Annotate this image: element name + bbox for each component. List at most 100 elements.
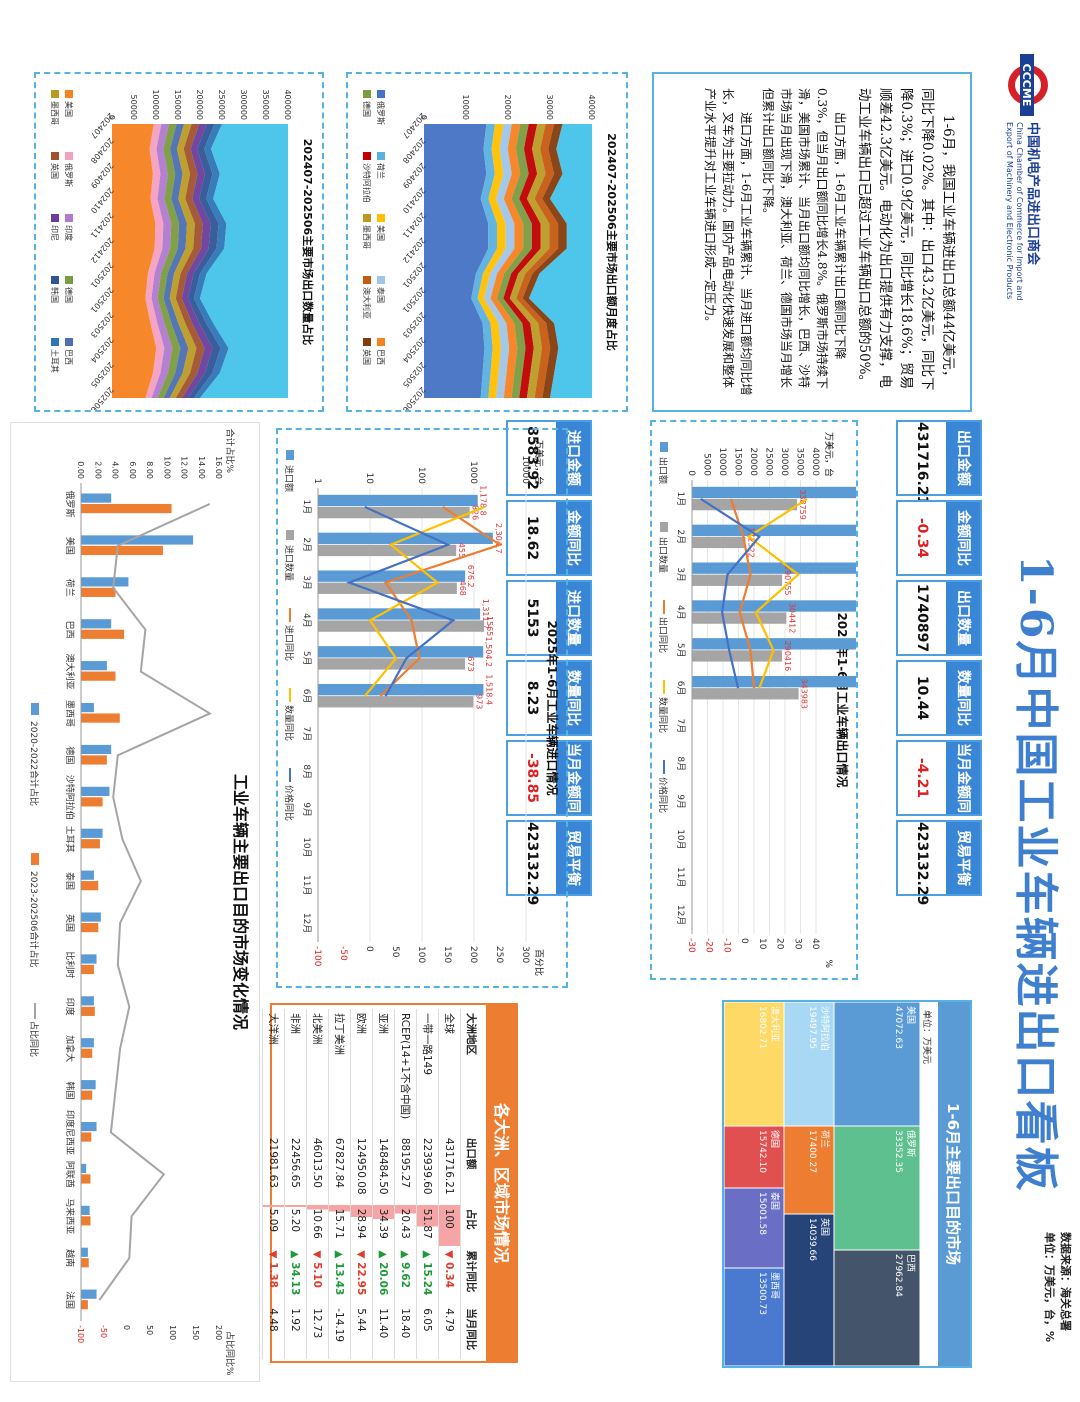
legend-label: 墨西哥 bbox=[362, 225, 371, 249]
bar-2023-202506合计占比 bbox=[81, 671, 116, 681]
table-cell: ▼ 5.10 bbox=[306, 1246, 329, 1305]
bar-2023-202506合计占比 bbox=[81, 503, 172, 514]
table-cell: RCEP(14+1不含中国) bbox=[394, 1009, 417, 1134]
legend-swatch bbox=[363, 338, 371, 346]
bar-2020-2022合计占比 bbox=[80, 1121, 97, 1132]
export-kpi-card: 当月金额同比 -4.21 bbox=[896, 740, 982, 816]
bar-2020-2022合计占比 bbox=[81, 1163, 87, 1174]
kpi-label: 贸易平衡 bbox=[946, 822, 980, 894]
bar-出口额 bbox=[691, 675, 937, 688]
bar-2020-2022合计占比 bbox=[81, 870, 94, 880]
treemap-cell-name: 沙特阿拉伯 bbox=[819, 1006, 831, 1051]
summary-panel: 1-6月，我国工业车辆进出口总额44亿美元，同比下降0.02%。其中：出口43.… bbox=[652, 72, 972, 412]
treemap-cell-value: 15742.10 bbox=[757, 1130, 767, 1173]
kpi-label: 金额同比 bbox=[946, 502, 980, 574]
y-tick-label: 14.00 bbox=[197, 456, 206, 479]
regions-table: 大洲地区 出口额 占比 累计同比 当月同比 全球 431716.21 100 ▼ 0.34 4.7… bbox=[262, 1009, 482, 1359]
bar-2020-2022合计占比 bbox=[80, 954, 97, 964]
legend-label: 英国 bbox=[50, 163, 60, 179]
legend-label: 巴西 bbox=[376, 349, 385, 365]
legend-label: 占比同比 bbox=[28, 1021, 40, 1057]
x-tick-label: 202409 bbox=[89, 161, 116, 190]
legend-swatch bbox=[363, 90, 371, 98]
bar-2023-202506合计占比 bbox=[81, 881, 99, 891]
x-tick-label: 202504 bbox=[89, 335, 116, 364]
x-tick-label: 加拿大 bbox=[64, 1035, 76, 1062]
x-tick-label: 202412 bbox=[89, 236, 116, 265]
bar-data-label: 826 bbox=[471, 505, 480, 520]
bar-进口额 bbox=[318, 494, 478, 507]
area-德国 bbox=[496, 124, 532, 398]
summary-para-2: 出口方面，1-6月工业车辆累计出口额同比下降0.3%，但当月出口额同比增长4.8… bbox=[761, 88, 847, 389]
x-tick-label: 1月 bbox=[675, 492, 686, 507]
line-占比同比 bbox=[98, 503, 212, 1301]
x-tick-label: 俄罗斯 bbox=[64, 490, 76, 517]
y2-tick-label: 50 bbox=[145, 1325, 154, 1335]
table-cell: ▼ 1.38 bbox=[262, 1246, 285, 1305]
bar-data-label: 290416 bbox=[783, 641, 792, 672]
table-cell: 亚洲 bbox=[372, 1009, 395, 1134]
bar-2020-2022合计占比 bbox=[81, 1080, 96, 1090]
bar-2020-2022合计占比 bbox=[81, 744, 112, 755]
x-tick-label: 印度尼西亚 bbox=[64, 1110, 76, 1155]
y2-tick-label: 30 bbox=[792, 938, 802, 950]
y-tick-label: 40000 bbox=[810, 447, 820, 476]
legend-label: 印度 bbox=[64, 225, 74, 241]
bar-2020-2022合计占比 bbox=[81, 1038, 94, 1048]
export-kpi-card: 贸易平衡 423132.29 bbox=[896, 820, 982, 905]
y-tick-label: 150000 bbox=[173, 89, 182, 120]
y2-axis-label: 占比同比% bbox=[224, 1331, 236, 1376]
y-tick-label: 350000 bbox=[261, 89, 270, 120]
bar-data-label: 1,504.2 bbox=[484, 637, 493, 668]
table-cell: 1.92 bbox=[284, 1304, 307, 1359]
legend-label: 出口同比 bbox=[657, 617, 669, 653]
treemap-title-bar bbox=[938, 1002, 970, 1366]
y-tick-label: 300000 bbox=[239, 89, 248, 120]
y-tick-label: 0.00 bbox=[76, 461, 85, 479]
table-cell: 全球 bbox=[438, 1009, 461, 1134]
legend-swatch bbox=[65, 152, 73, 160]
x-tick-label: 阿联酋 bbox=[64, 1161, 76, 1188]
x-tick-label: 202407 bbox=[401, 111, 428, 140]
table-cell: 20.43 bbox=[394, 1204, 417, 1247]
y2-tick-label: -100 bbox=[76, 1325, 85, 1343]
bar-出口数量 bbox=[692, 536, 746, 549]
area-美国 bbox=[112, 124, 157, 398]
y-tick-label: 35000 bbox=[795, 447, 805, 476]
x-tick-label: 11月 bbox=[301, 875, 312, 895]
x-tick-label: 202506 bbox=[401, 385, 428, 410]
x-tick-label: 9月 bbox=[301, 802, 312, 817]
bar-出口数量 bbox=[692, 688, 799, 700]
table-cell: 拉丁美洲 bbox=[328, 1009, 351, 1134]
legend-label: 韩国 bbox=[50, 287, 60, 303]
table-cell: ▲ 34.13 bbox=[284, 1246, 307, 1305]
bar-2020-2022合计占比 bbox=[80, 1289, 97, 1299]
table-cell: ▲ 15.24 bbox=[416, 1246, 439, 1305]
y-tick-label: 6.00 bbox=[128, 461, 137, 479]
table-header-cell: 占比 bbox=[460, 1204, 482, 1247]
x-tick-label: 澳大利亚 bbox=[64, 654, 76, 690]
x-tick-label: 202501 bbox=[401, 285, 428, 314]
y-tick-label: 4.00 bbox=[111, 461, 120, 479]
treemap-cell-value: 16802.71 bbox=[757, 1006, 767, 1049]
table-cell: 非洲 bbox=[284, 1009, 307, 1134]
bar-出口额 bbox=[692, 638, 922, 650]
export-kpi-row: 出口金额 431716.21 金额同比 -0.34 出口数量 1740897 数量同比 10.… bbox=[892, 420, 982, 905]
y-tick-label: 2.00 bbox=[93, 461, 102, 479]
table-cell: 88195.27 bbox=[394, 1133, 417, 1205]
kpi-value: -4.21 bbox=[914, 757, 930, 799]
x-tick-label: 8月 bbox=[301, 764, 312, 779]
y-tick-label: 0 bbox=[107, 115, 116, 120]
x-tick-label: 202411 bbox=[401, 211, 428, 240]
legend-label: 数量同比 bbox=[657, 697, 669, 733]
x-tick-label: 德国 bbox=[64, 746, 76, 764]
legend-swatch bbox=[65, 90, 73, 98]
legend-label: 2023-202506合计占比 bbox=[28, 871, 40, 968]
bar-2023-202506合计占比 bbox=[81, 1174, 91, 1184]
y-tick-label: 10000 bbox=[520, 455, 530, 484]
y2-tick-label: 250 bbox=[494, 946, 504, 963]
table-header-cell: 累计同比 bbox=[460, 1246, 482, 1305]
y-tick-label: 20000 bbox=[748, 447, 758, 476]
y2-tick-label: -20 bbox=[704, 938, 714, 953]
table-header-cell: 出口额 bbox=[460, 1133, 482, 1205]
